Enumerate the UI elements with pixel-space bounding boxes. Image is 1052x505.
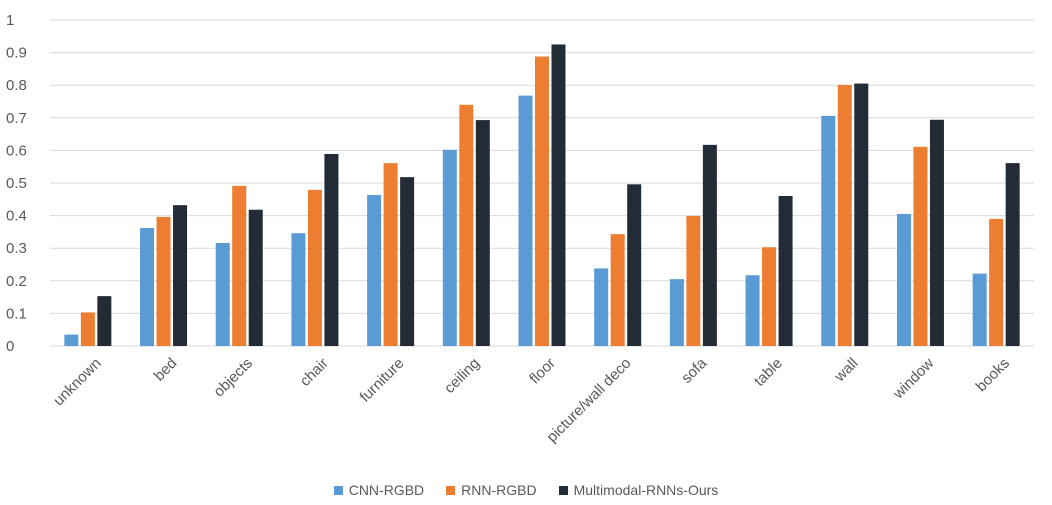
y-tick-label: 0.8 (6, 77, 27, 94)
x-category-label: objects (210, 355, 256, 401)
bar-multimodal-rnns-ours-window (929, 119, 944, 346)
bar-cnn-rgbd-chair (291, 233, 306, 346)
x-category-label: wall (831, 355, 862, 386)
bar-multimodal-rnns-ours-chair (324, 153, 339, 346)
legend-swatch (558, 485, 568, 495)
bar-multimodal-rnns-ours-table (778, 196, 793, 346)
bar-cnn-rgbd-furniture (367, 195, 382, 346)
bar-cnn-rgbd-ceiling (442, 149, 457, 346)
bar-cnn-rgbd-table (745, 275, 760, 346)
bar-multimodal-rnns-ours-furniture (400, 177, 415, 346)
bar-rnn-rgbd-books (989, 218, 1004, 346)
y-tick-label: 0.4 (6, 208, 27, 225)
bar-rnn-rgbd-window (913, 146, 928, 346)
bar-rnn-rgbd-ceiling (459, 104, 474, 346)
legend: CNN-RGBD RNN-RGBD Multimodal-RNNs-Ours (0, 482, 1052, 498)
bar-rnn-rgbd-furniture (383, 163, 398, 346)
bar-cnn-rgbd-wall (821, 115, 836, 347)
y-axis: 0 0.1 0.2 0.3 0.4 0.5 0.6 0.7 0.8 0.9 1 (6, 12, 27, 355)
x-category-label: furniture (357, 355, 408, 406)
bar-cnn-rgbd-unknown (64, 334, 79, 346)
bar-multimodal-rnns-ours-objects (248, 209, 263, 346)
x-category-label: sofa (678, 354, 711, 387)
bar-cnn-rgbd-objects (215, 242, 230, 346)
bar-cnn-rgbd-bed (140, 227, 155, 346)
bar-multimodal-rnns-ours-wall (854, 83, 869, 346)
bar-multimodal-rnns-ours-ceiling (475, 120, 490, 346)
legend-label: Multimodal-RNNs-Ours (573, 482, 719, 498)
bar-cnn-rgbd-picture-wall-deco (594, 268, 609, 346)
bar-rnn-rgbd-objects (232, 185, 247, 346)
legend-item: RNN-RGBD (446, 482, 537, 498)
bar-multimodal-rnns-ours-sofa (702, 144, 717, 346)
bar-multimodal-rnns-ours-books (1005, 163, 1020, 346)
bar-rnn-rgbd-sofa (686, 215, 701, 346)
bar-rnn-rgbd-table (762, 247, 777, 346)
x-category-label: bed (151, 355, 181, 385)
bar-rnn-rgbd-chair (307, 189, 322, 346)
legend-item: CNN-RGBD (333, 482, 425, 498)
bar-rnn-rgbd-wall (837, 84, 852, 347)
bar-multimodal-rnns-ours-unknown (97, 296, 112, 346)
bar-cnn-rgbd-window (896, 213, 911, 346)
bar-multimodal-rnns-ours-floor (551, 44, 566, 346)
x-category-label: unknown (50, 355, 104, 409)
x-category-label: floor (526, 355, 559, 388)
bar-rnn-rgbd-unknown (80, 312, 95, 346)
bar-cnn-rgbd-books (972, 273, 987, 346)
y-tick-label: 0.2 (6, 273, 27, 290)
bar-multimodal-rnns-ours-picture-wall-deco (627, 184, 642, 346)
legend-label: CNN-RGBD (348, 482, 425, 498)
x-category-label: chair (297, 355, 332, 390)
bar-chart: 0 0.1 0.2 0.3 0.4 0.5 0.6 0.7 0.8 0.9 1 unknown bed… (6, 12, 1034, 446)
legend-swatch (333, 485, 343, 495)
x-category-label: ceiling (441, 355, 483, 397)
y-tick-label: 0.1 (6, 305, 27, 322)
y-tick-label: 0.3 (6, 240, 27, 257)
bars (64, 44, 1020, 347)
bar-cnn-rgbd-floor (518, 95, 533, 346)
y-tick-label: 0.9 (6, 45, 27, 62)
bar-rnn-rgbd-picture-wall-deco (610, 234, 625, 346)
legend-swatch (446, 485, 456, 495)
y-tick-label: 0 (6, 338, 14, 355)
x-category-label: books (973, 355, 1013, 395)
legend-label: RNN-RGBD (461, 482, 537, 498)
x-category-label: window (889, 355, 937, 403)
bar-multimodal-rnns-ours-bed (173, 205, 188, 346)
bar-rnn-rgbd-floor (535, 56, 549, 347)
x-axis: unknown bed objects chair furniture ceiling fl… (50, 354, 1013, 445)
bar-cnn-rgbd-sofa (669, 279, 684, 346)
y-tick-label: 0.7 (6, 110, 27, 127)
legend-item: Multimodal-RNNs-Ours (558, 482, 719, 498)
y-tick-label: 1 (6, 12, 14, 29)
y-tick-label: 0.5 (6, 175, 27, 192)
bar-rnn-rgbd-bed (156, 216, 171, 346)
y-tick-label: 0.6 (6, 142, 27, 159)
x-category-label: table (751, 355, 786, 390)
